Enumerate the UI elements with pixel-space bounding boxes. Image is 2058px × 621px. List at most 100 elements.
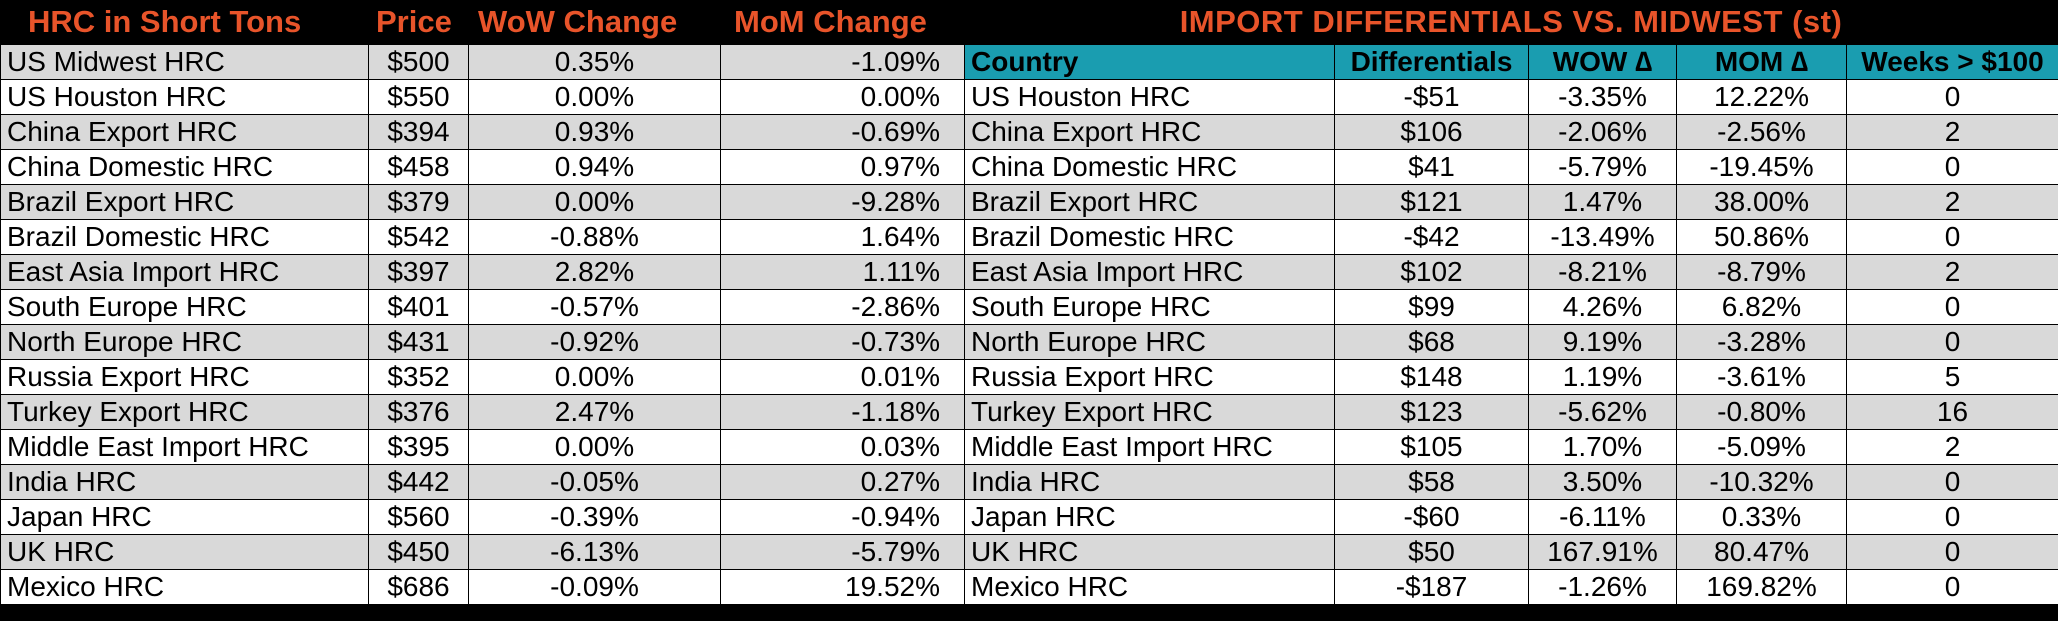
- table-row: UK HRC $450 -6.13% -5.79%: [0, 534, 965, 570]
- mom-delta-cell: 80.47%: [1676, 534, 1847, 570]
- wow-change-cell: -0.39%: [468, 499, 721, 535]
- price-cell: $376: [368, 394, 469, 430]
- mom-delta-cell: -19.45%: [1676, 149, 1847, 185]
- mom-delta-cell: -0.80%: [1676, 394, 1847, 430]
- price-cell: $550: [368, 79, 469, 115]
- differential-cell: -$51: [1334, 79, 1529, 115]
- header-weeks-over-100: Weeks > $100: [1846, 44, 2058, 80]
- price-cell: $686: [368, 569, 469, 605]
- header-differentials: Differentials: [1334, 44, 1529, 80]
- table-row: Turkey Export HRC $123 -5.62% -0.80% 16: [964, 394, 2058, 430]
- table-row: South Europe HRC $401 -0.57% -2.86%: [0, 289, 965, 325]
- table-row: Turkey Export HRC $376 2.47% -1.18%: [0, 394, 965, 430]
- mom-change-cell: -2.86%: [720, 289, 965, 325]
- wow-change-cell: -0.92%: [468, 324, 721, 360]
- weeks-over-100-cell: 0: [1846, 499, 2058, 535]
- weeks-over-100-cell: 0: [1846, 79, 2058, 115]
- table-row: East Asia Import HRC $397 2.82% 1.11%: [0, 254, 965, 290]
- country-cell: Turkey Export HRC: [0, 394, 369, 430]
- table-row: Middle East Import HRC $105 1.70% -5.09% 2: [964, 429, 2058, 465]
- header-wow-delta: WOW ∆: [1528, 44, 1677, 80]
- differential-cell: $102: [1334, 254, 1529, 290]
- country-cell: Japan HRC: [0, 499, 369, 535]
- table-row: China Export HRC $394 0.93% -0.69%: [0, 114, 965, 150]
- country-cell: India HRC: [964, 464, 1335, 500]
- mom-change-cell: 0.27%: [720, 464, 965, 500]
- differentials-title: IMPORT DIFFERENTIALS VS. MIDWEST (st): [1179, 4, 1843, 39]
- table-row: Japan HRC $560 -0.39% -0.94%: [0, 499, 965, 535]
- mom-delta-cell: -2.56%: [1676, 114, 1847, 150]
- differential-cell: $50: [1334, 534, 1529, 570]
- wow-change-cell: -0.09%: [468, 569, 721, 605]
- table-row: China Export HRC $106 -2.06% -2.56% 2: [964, 114, 2058, 150]
- wow-change-cell: -0.88%: [468, 219, 721, 255]
- wow-change-cell: 0.35%: [468, 44, 721, 80]
- price-cell: $542: [368, 219, 469, 255]
- header-wow-change: WoW Change: [478, 4, 678, 39]
- table-row: India HRC $58 3.50% -10.32% 0: [964, 464, 2058, 500]
- table-row: Mexico HRC $686 -0.09% 19.52%: [0, 569, 965, 605]
- wow-change-cell: -0.05%: [468, 464, 721, 500]
- country-cell: China Export HRC: [0, 114, 369, 150]
- wow-delta-cell: -5.62%: [1528, 394, 1677, 430]
- wow-change-cell: 0.00%: [468, 429, 721, 465]
- wow-delta-cell: 1.19%: [1528, 359, 1677, 395]
- differentials-header-row: Country Differentials WOW ∆ MOM ∆ Weeks …: [964, 44, 2058, 80]
- weeks-over-100-cell: 16: [1846, 394, 2058, 430]
- differential-cell: $99: [1334, 289, 1529, 325]
- differential-cell: $148: [1334, 359, 1529, 395]
- wow-delta-cell: -13.49%: [1528, 219, 1677, 255]
- table-row: China Domestic HRC $458 0.94% 0.97%: [0, 149, 965, 185]
- weeks-over-100-cell: 0: [1846, 464, 2058, 500]
- mom-change-cell: 0.00%: [720, 79, 965, 115]
- weeks-over-100-cell: 0: [1846, 569, 2058, 605]
- header-country: Country: [964, 44, 1335, 80]
- import-differentials-table: IMPORT DIFFERENTIALS VS. MIDWEST (st) Co…: [964, 0, 2058, 605]
- wow-delta-cell: 1.47%: [1528, 184, 1677, 220]
- country-cell: North Europe HRC: [0, 324, 369, 360]
- header-mom-change: MoM Change: [734, 4, 927, 39]
- table-row: North Europe HRC $68 9.19% -3.28% 0: [964, 324, 2058, 360]
- weeks-over-100-cell: 0: [1846, 324, 2058, 360]
- differential-cell: $68: [1334, 324, 1529, 360]
- mom-delta-cell: 12.22%: [1676, 79, 1847, 115]
- wow-delta-cell: 3.50%: [1528, 464, 1677, 500]
- country-cell: UK HRC: [0, 534, 369, 570]
- price-cell: $352: [368, 359, 469, 395]
- wow-change-cell: -6.13%: [468, 534, 721, 570]
- price-cell: $450: [368, 534, 469, 570]
- mom-change-cell: 1.11%: [720, 254, 965, 290]
- price-cell: $458: [368, 149, 469, 185]
- price-table-header: HRC in Short Tons Price WoW Change MoM C…: [0, 0, 964, 44]
- country-cell: China Export HRC: [964, 114, 1335, 150]
- differential-cell: $123: [1334, 394, 1529, 430]
- price-cell: $442: [368, 464, 469, 500]
- wow-delta-cell: -6.11%: [1528, 499, 1677, 535]
- country-cell: Brazil Export HRC: [0, 184, 369, 220]
- table-row: UK HRC $50 167.91% 80.47% 0: [964, 534, 2058, 570]
- country-cell: India HRC: [0, 464, 369, 500]
- table-row: East Asia Import HRC $102 -8.21% -8.79% 2: [964, 254, 2058, 290]
- table-row: Middle East Import HRC $395 0.00% 0.03%: [0, 429, 965, 465]
- header-hrc-short-tons: HRC in Short Tons: [28, 4, 302, 39]
- differential-cell: $105: [1334, 429, 1529, 465]
- country-cell: Turkey Export HRC: [964, 394, 1335, 430]
- mom-change-cell: 1.64%: [720, 219, 965, 255]
- table-row: US Houston HRC -$51 -3.35% 12.22% 0: [964, 79, 2058, 115]
- wow-change-cell: -0.57%: [468, 289, 721, 325]
- differential-cell: -$42: [1334, 219, 1529, 255]
- mom-delta-cell: -8.79%: [1676, 254, 1847, 290]
- mom-delta-cell: 6.82%: [1676, 289, 1847, 325]
- wow-delta-cell: -5.79%: [1528, 149, 1677, 185]
- mom-change-cell: 0.97%: [720, 149, 965, 185]
- country-cell: Brazil Domestic HRC: [0, 219, 369, 255]
- wow-change-cell: 2.47%: [468, 394, 721, 430]
- wow-change-cell: 0.00%: [468, 184, 721, 220]
- country-cell: UK HRC: [964, 534, 1335, 570]
- country-cell: North Europe HRC: [964, 324, 1335, 360]
- mom-delta-cell: -10.32%: [1676, 464, 1847, 500]
- table-row: South Europe HRC $99 4.26% 6.82% 0: [964, 289, 2058, 325]
- differentials-table-body: Country Differentials WOW ∆ MOM ∆ Weeks …: [964, 44, 2058, 605]
- price-cell: $397: [368, 254, 469, 290]
